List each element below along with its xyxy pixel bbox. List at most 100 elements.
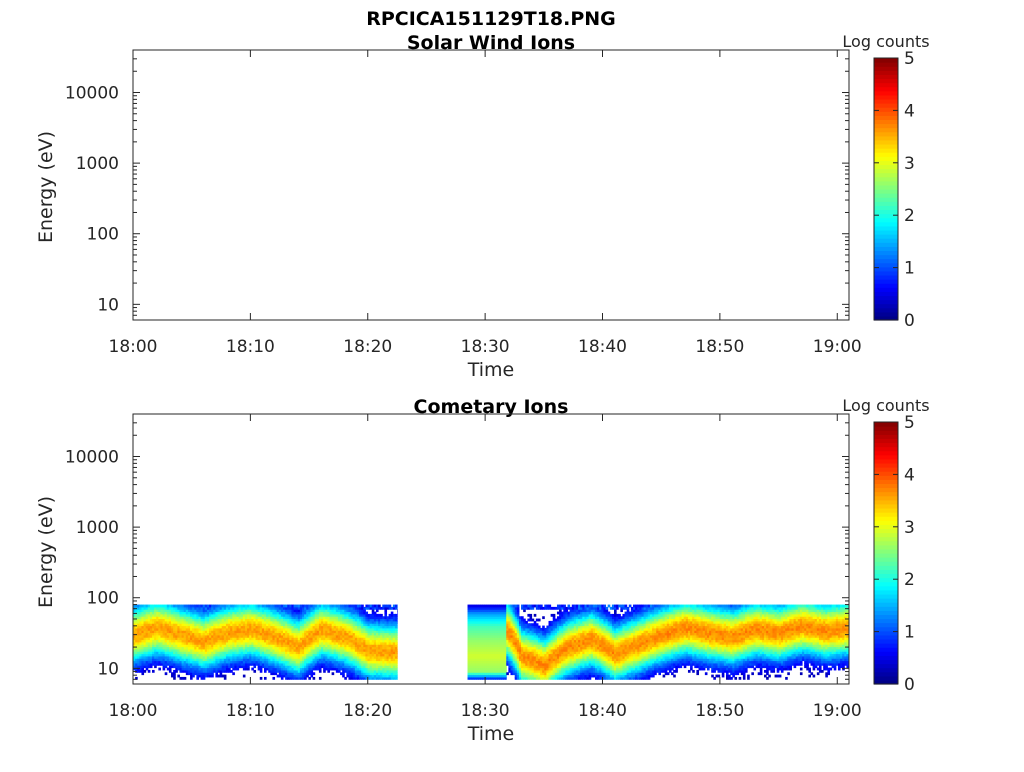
colorbar-swatch	[874, 218, 898, 223]
colorbar-swatch	[874, 205, 898, 210]
colorbar-tick-label: 1	[904, 259, 915, 279]
heatmap-cell	[397, 605, 398, 608]
y-tick-label: 100	[87, 225, 119, 245]
colorbar-swatch	[874, 304, 898, 309]
colorbar-swatch	[874, 189, 898, 194]
heatmap-cell	[534, 614, 537, 617]
x-axis-label: Time	[467, 359, 515, 381]
colorbar-swatch	[874, 124, 898, 129]
colorbar-swatch	[874, 271, 898, 276]
colorbar-swatch	[874, 66, 898, 71]
heatmap-cell	[152, 670, 155, 673]
colorbar-swatch	[874, 308, 898, 313]
colorbar-tick-label: 0	[904, 311, 915, 331]
heatmap-cell	[264, 677, 267, 680]
colorbar-swatch	[874, 152, 898, 157]
heatmap-cell	[397, 609, 398, 612]
colorbar-swatch	[874, 214, 898, 219]
heatmap-cell	[319, 677, 322, 680]
colorbar-swatch	[874, 201, 898, 206]
colorbar-tick-label: 5	[904, 49, 915, 69]
colorbar-swatch	[874, 136, 898, 141]
colorbar-swatch	[874, 164, 898, 169]
heatmap-cell	[148, 670, 151, 673]
colorbar-swatch	[874, 58, 898, 63]
colorbar-tick-label: 4	[904, 101, 915, 121]
heatmap-cell	[243, 675, 246, 678]
colorbar-swatch	[874, 312, 898, 317]
colorbar-swatch	[874, 148, 898, 153]
colorbar-swatch	[874, 222, 898, 227]
colorbar-swatch	[874, 99, 898, 104]
colorbar-swatch	[874, 246, 898, 251]
colorbar-swatch	[874, 193, 898, 198]
colorbar-swatch	[874, 300, 898, 305]
colorbar-swatch	[874, 103, 898, 108]
heatmap-cell	[158, 668, 161, 671]
panel-title: Cometary Ions	[414, 396, 569, 418]
colorbar-swatch	[874, 132, 898, 137]
colorbar-swatch	[874, 115, 898, 120]
colorbar-swatch	[874, 70, 898, 75]
colorbar-swatch	[874, 111, 898, 116]
panel-title: Solar Wind Ions	[407, 32, 575, 54]
heatmap-cell	[260, 677, 263, 680]
colorbar-tick-label: 3	[904, 154, 915, 174]
colorbar-swatch	[874, 259, 898, 264]
colorbar-swatch	[874, 226, 898, 231]
colorbar-swatch	[874, 78, 898, 83]
colorbar-swatch	[874, 107, 898, 112]
heatmap-cell	[224, 675, 227, 678]
colorbar: 0 1 2 3 4 5	[874, 49, 915, 331]
colorbar-swatch	[874, 62, 898, 67]
x-tick-label: 18:30	[461, 337, 510, 357]
colorbar-tick-label: 2	[904, 206, 915, 226]
colorbar-swatch	[874, 128, 898, 133]
colorbar-swatch	[874, 263, 898, 268]
heatmap-cell	[517, 605, 520, 608]
figure-title: RPCICA151129T18.PNG	[366, 8, 616, 30]
colorbar-swatch	[874, 209, 898, 214]
colorbar-swatch	[874, 234, 898, 239]
colorbar-swatch	[874, 119, 898, 124]
heatmap-cell	[232, 672, 235, 675]
x-tick-label: 18:10	[226, 337, 275, 357]
heatmap-cell	[529, 614, 532, 617]
heatmap-cell	[313, 672, 316, 675]
colorbar-swatch	[874, 169, 898, 174]
heatmap-area	[133, 605, 850, 680]
colorbar-swatch	[874, 197, 898, 202]
colorbar-swatch	[874, 238, 898, 243]
colorbar-swatch	[874, 177, 898, 182]
colorbar-label: Log counts	[842, 32, 929, 51]
y-tick-label: 1000	[76, 154, 119, 174]
colorbar-swatch	[874, 295, 898, 300]
plot-frame	[133, 50, 849, 320]
x-tick-label: 19:00	[813, 337, 862, 357]
colorbar-swatch	[874, 291, 898, 296]
heatmap-cell	[184, 677, 187, 680]
y-axis-label: Energy (eV)	[35, 131, 57, 243]
colorbar-swatch	[874, 83, 898, 88]
heatmap-cell	[272, 677, 275, 680]
colorbar-swatch	[874, 230, 898, 235]
x-tick-label: 18:50	[695, 337, 744, 357]
colorbar-swatch	[874, 185, 898, 190]
heatmap-cell	[313, 677, 316, 680]
colorbar-swatch	[874, 91, 898, 96]
colorbar-swatch	[874, 144, 898, 149]
colorbar-swatch	[874, 87, 898, 92]
heatmap-cell	[165, 672, 168, 675]
colorbar-swatch	[874, 95, 898, 100]
colorbar-swatch	[874, 156, 898, 161]
colorbar-swatch	[874, 181, 898, 186]
colorbar-swatch	[874, 74, 898, 79]
colorbar-swatch	[874, 287, 898, 292]
colorbar-swatch	[874, 275, 898, 280]
y-tick-label: 10	[97, 295, 119, 315]
